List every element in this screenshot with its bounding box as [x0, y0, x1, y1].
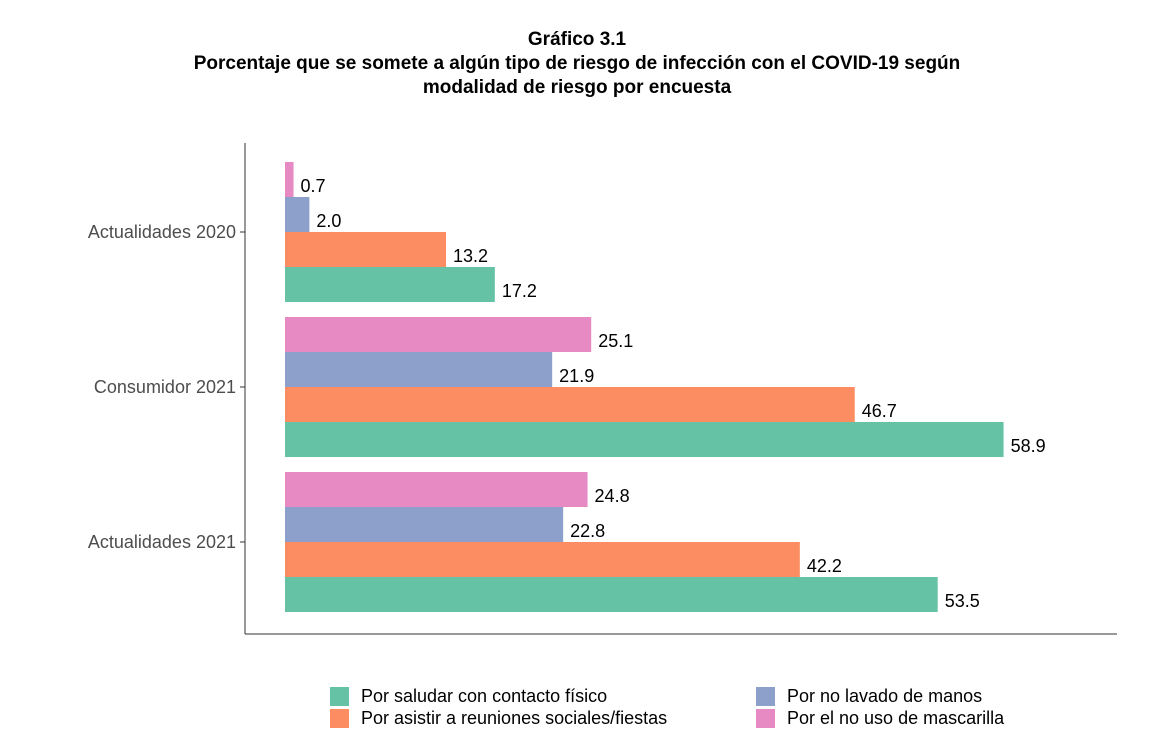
chart-subtitle-line-2: modalidad de riesgo por encuesta	[422, 77, 732, 98]
chart-subtitle-line-1: Porcentaje que se somete a algún tipo de…	[193, 53, 961, 74]
legend-label-mascarilla: Por el no uso de mascarilla	[787, 708, 1005, 728]
legend-item-mascarilla: Por el no uso de mascarilla	[756, 708, 1004, 729]
legend-swatch-mascarilla	[756, 709, 775, 728]
data-label: 53.5	[945, 591, 980, 611]
bar-chart: Actualidades 2020 0.7 2.0 13.2 17.2 Consumido…	[88, 143, 1117, 635]
legend-label-lavado: Por no lavado de manos	[787, 686, 983, 706]
data-label: 17.2	[502, 281, 537, 301]
data-label: 24.8	[595, 486, 630, 506]
y-tick-label: Consumidor 2021	[94, 377, 236, 397]
bar	[285, 422, 1004, 457]
y-tick-label: Actualidades 2021	[88, 532, 236, 552]
data-label: 2.0	[316, 211, 341, 231]
legend-label-saludar: Por saludar con contacto físico	[361, 686, 608, 706]
data-label: 21.9	[559, 366, 594, 386]
chart-title: Gráfico 3.1	[527, 29, 627, 50]
bar	[285, 317, 592, 352]
data-label: 0.7	[301, 176, 326, 196]
bar	[285, 507, 564, 542]
bar	[285, 232, 447, 267]
bar	[285, 162, 294, 197]
legend-swatch-reuniones	[330, 709, 349, 728]
data-label: 42.2	[807, 556, 842, 576]
legend-item-lavado: Por no lavado de manos	[756, 686, 982, 707]
legend-swatch-lavado	[756, 687, 775, 706]
bar	[285, 542, 800, 577]
y-tick-label: Actualidades 2020	[88, 222, 236, 242]
legend-item-reuniones: Por asistir a reuniones sociales/fiestas	[330, 708, 667, 729]
bar	[285, 472, 588, 507]
data-label: 25.1	[598, 331, 633, 351]
bar	[285, 197, 310, 232]
bar	[285, 267, 495, 302]
legend-swatch-saludar	[330, 687, 349, 706]
legend-item-saludar: Por saludar con contacto físico	[330, 686, 607, 707]
data-label: 46.7	[862, 401, 897, 421]
data-label: 22.8	[570, 521, 605, 541]
legend-label-reuniones: Por asistir a reuniones sociales/fiestas	[361, 708, 668, 728]
bar	[285, 577, 938, 612]
data-label: 58.9	[1011, 436, 1046, 456]
chart-title-block: Gráfico 3.1 Porcentaje que se somete a a…	[0, 28, 1154, 100]
bar	[285, 352, 553, 387]
bar	[285, 387, 855, 422]
data-label: 13.2	[453, 246, 488, 266]
